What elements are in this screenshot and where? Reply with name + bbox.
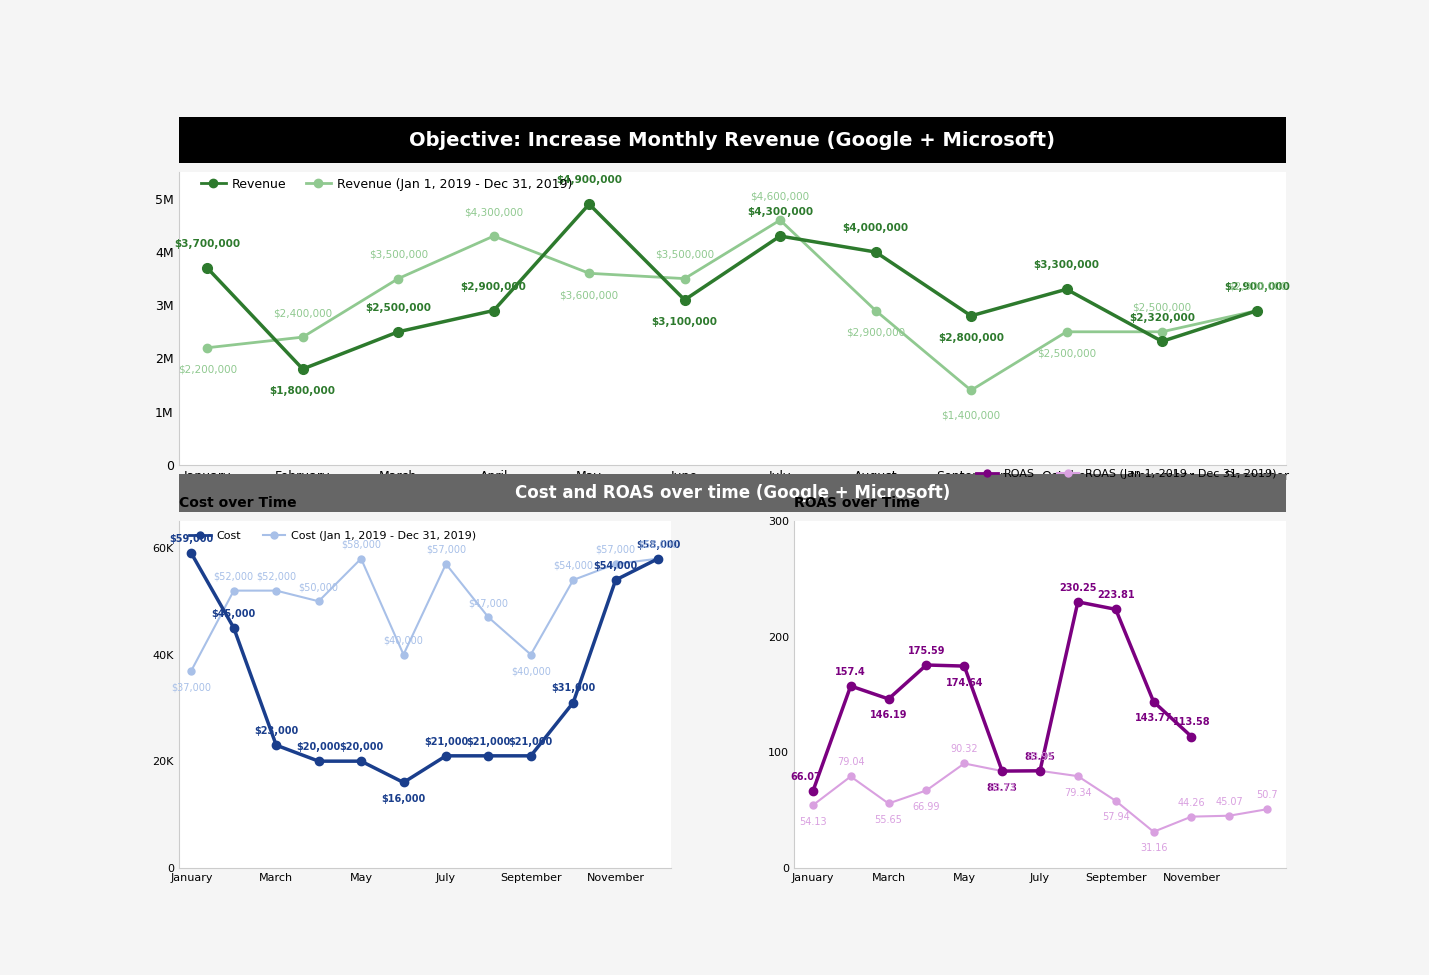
Text: $31,000: $31,000: [552, 683, 596, 693]
Text: $4,300,000: $4,300,000: [747, 208, 813, 217]
Text: $40,000: $40,000: [383, 636, 423, 645]
Text: $4,600,000: $4,600,000: [750, 191, 810, 201]
Text: $4,000,000: $4,000,000: [843, 223, 909, 233]
Text: $23,000: $23,000: [254, 726, 299, 736]
Text: 83.73: 83.73: [989, 783, 1016, 793]
Text: 83.95: 83.95: [1026, 752, 1053, 761]
Text: $4,300,000: $4,300,000: [464, 208, 523, 217]
Text: $52,000: $52,000: [214, 571, 254, 581]
Text: $57,000: $57,000: [426, 545, 466, 555]
Text: 90.32: 90.32: [950, 744, 977, 755]
Text: 66.07: 66.07: [790, 772, 822, 782]
Text: $3,300,000: $3,300,000: [1033, 260, 1099, 270]
Text: $2,500,000: $2,500,000: [366, 303, 432, 313]
Text: 83.95: 83.95: [1025, 752, 1056, 761]
Text: $2,900,000: $2,900,000: [460, 282, 527, 292]
Text: $2,800,000: $2,800,000: [937, 332, 1005, 343]
Text: 50.7: 50.7: [1256, 790, 1278, 800]
Legend: ROAS, ROAS (Jan 1, 2019 - Dec 31, 2019): ROAS, ROAS (Jan 1, 2019 - Dec 31, 2019): [972, 464, 1280, 484]
Text: $37,000: $37,000: [171, 682, 211, 692]
Text: $20,000: $20,000: [339, 742, 383, 752]
Text: 57.94: 57.94: [1102, 812, 1129, 822]
Text: $2,900,000: $2,900,000: [846, 328, 905, 337]
Text: 45.07: 45.07: [1216, 797, 1243, 806]
Legend: Revenue, Revenue (Jan 1, 2019 - Dec 31, 2019): Revenue, Revenue (Jan 1, 2019 - Dec 31, …: [196, 173, 577, 196]
Text: $3,700,000: $3,700,000: [174, 239, 240, 250]
Text: $2,500,000: $2,500,000: [1132, 303, 1192, 313]
Text: $21,000: $21,000: [509, 737, 553, 747]
Text: $54,000: $54,000: [593, 561, 637, 570]
Text: $20,000: $20,000: [297, 742, 340, 752]
Text: $2,320,000: $2,320,000: [1129, 313, 1195, 323]
Text: $59,000: $59,000: [169, 534, 213, 544]
Text: $58,000: $58,000: [636, 539, 680, 550]
Text: 83.73: 83.73: [986, 783, 1017, 793]
Text: Cost and ROAS over time (Google + Microsoft): Cost and ROAS over time (Google + Micros…: [514, 484, 950, 502]
Text: $3,500,000: $3,500,000: [369, 250, 427, 259]
Text: 143.77: 143.77: [1135, 713, 1172, 723]
Text: $58,000: $58,000: [639, 539, 679, 550]
Text: ROAS over Time: ROAS over Time: [795, 496, 920, 511]
Text: 66.99: 66.99: [913, 801, 940, 812]
Text: $45,000: $45,000: [211, 608, 256, 619]
Text: $47,000: $47,000: [469, 598, 509, 608]
Text: 175.59: 175.59: [907, 645, 945, 656]
Text: $21,000: $21,000: [466, 737, 510, 747]
Text: $2,500,000: $2,500,000: [1037, 349, 1096, 359]
Text: $1,400,000: $1,400,000: [942, 410, 1000, 420]
Text: $50,000: $50,000: [299, 582, 339, 592]
Text: $52,000: $52,000: [256, 571, 296, 581]
Text: 230.25: 230.25: [1059, 583, 1096, 593]
Text: Cost over Time: Cost over Time: [179, 496, 296, 511]
Text: $3,100,000: $3,100,000: [652, 317, 717, 327]
Text: $1,800,000: $1,800,000: [270, 386, 336, 396]
Text: $21,000: $21,000: [424, 737, 469, 747]
Text: 55.65: 55.65: [875, 815, 903, 825]
Text: 79.04: 79.04: [837, 758, 865, 767]
Text: $40,000: $40,000: [512, 666, 550, 676]
Text: $2,900,000: $2,900,000: [1228, 282, 1288, 292]
Text: 223.81: 223.81: [1097, 590, 1135, 601]
Legend: Cost, Cost (Jan 1, 2019 - Dec 31, 2019): Cost, Cost (Jan 1, 2019 - Dec 31, 2019): [184, 526, 480, 546]
Text: Objective: Increase Monthly Revenue (Google + Microsoft): Objective: Increase Monthly Revenue (Goo…: [409, 131, 1056, 149]
Text: $58,000: $58,000: [342, 539, 382, 550]
Text: $2,400,000: $2,400,000: [273, 308, 333, 318]
Text: $4,900,000: $4,900,000: [556, 176, 622, 185]
Text: $2,200,000: $2,200,000: [177, 365, 237, 374]
Text: $2,900,000: $2,900,000: [1225, 282, 1290, 292]
Text: 146.19: 146.19: [870, 711, 907, 721]
Text: $3,500,000: $3,500,000: [654, 250, 714, 259]
Text: 113.58: 113.58: [1173, 718, 1210, 727]
Text: 54.13: 54.13: [799, 817, 826, 827]
Text: $3,600,000: $3,600,000: [560, 291, 619, 300]
Text: 79.34: 79.34: [1065, 788, 1092, 798]
Text: $54,000: $54,000: [553, 561, 593, 570]
Text: $57,000: $57,000: [596, 545, 636, 555]
Text: 174.64: 174.64: [946, 678, 983, 687]
Text: 31.16: 31.16: [1140, 843, 1167, 853]
Text: 157.4: 157.4: [836, 667, 866, 677]
Text: 44.26: 44.26: [1177, 798, 1205, 807]
Text: $16,000: $16,000: [382, 794, 426, 804]
